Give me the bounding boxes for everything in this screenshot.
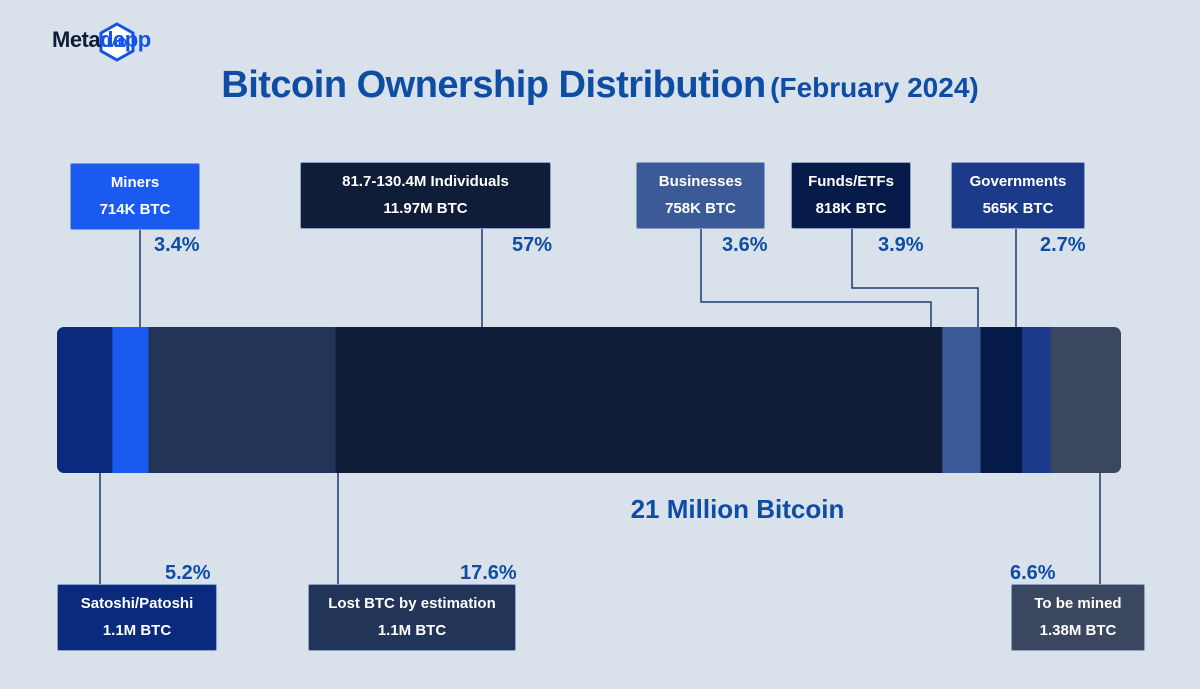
label-amount-funds: 818K BTC bbox=[815, 199, 887, 217]
label-amount-miners: 714K BTC bbox=[99, 200, 171, 218]
label-name-individuals: 81.7-130.4M Individuals bbox=[342, 173, 509, 190]
label-amount-tobemined: 1.38M BTC bbox=[1039, 621, 1117, 639]
brand-name-part2: dapp bbox=[100, 27, 151, 52]
bar-segment-individuals bbox=[335, 327, 943, 473]
label-amount-governments: 565K BTC bbox=[982, 199, 1054, 217]
percent-label-miners: 3.4% bbox=[154, 234, 200, 256]
percent-label-individuals: 57% bbox=[512, 234, 553, 256]
bar-segment-satoshi bbox=[57, 327, 113, 473]
label-box-satoshi: Satoshi/Patoshi 1.1M BTC bbox=[57, 584, 217, 651]
label-amount-satoshi: 1.1M BTC bbox=[102, 621, 172, 639]
label-box-miners: Miners 714K BTC bbox=[70, 163, 200, 230]
percent-label-satoshi: 5.2% bbox=[165, 562, 211, 584]
logo-mark-text: MD bbox=[107, 35, 127, 50]
percent-label-lost: 17.6% bbox=[460, 562, 517, 584]
bar-segment-funds bbox=[980, 327, 1023, 473]
label-name-miners: Miners bbox=[110, 174, 160, 191]
label-name-tobemined: To be mined bbox=[1034, 595, 1122, 612]
label-box-funds: Funds/ETFs 818K BTC bbox=[791, 162, 911, 229]
label-box-tobemined: To be mined 1.38M BTC bbox=[1011, 584, 1145, 651]
label-box-governments: Governments 565K BTC bbox=[951, 162, 1085, 229]
label-name-lost: Lost BTC by estimation bbox=[328, 595, 496, 612]
brand-name: Metadapp bbox=[52, 27, 151, 53]
percent-label-governments: 2.7% bbox=[1040, 234, 1086, 256]
chart-title-sub: (February 2024) bbox=[770, 72, 979, 103]
label-box-businesses: Businesses 758K BTC bbox=[636, 162, 765, 229]
total-supply-label: 21 Million Bitcoin bbox=[630, 494, 845, 524]
label-amount-businesses: 758K BTC bbox=[665, 199, 736, 217]
metadapp-logo-icon: MD bbox=[99, 22, 135, 62]
bar-segment-businesses bbox=[942, 327, 982, 473]
bar-segment-tobemined bbox=[1050, 327, 1121, 473]
connector-businesses bbox=[700, 229, 932, 327]
chart-title: Bitcoin Ownership Distribution (February… bbox=[0, 64, 1200, 107]
bar-segment-lost bbox=[148, 327, 337, 473]
label-box-lost: Lost BTC by estimation 1.1M BTC bbox=[308, 584, 516, 651]
percent-label-businesses: 3.6% bbox=[722, 234, 768, 256]
bar-segment-miners bbox=[112, 327, 150, 473]
brand-name-part1: Meta bbox=[52, 27, 101, 52]
chart-title-main: Bitcoin Ownership Distribution bbox=[221, 64, 766, 106]
percent-label-tobemined: 6.6% bbox=[1010, 562, 1056, 584]
connector-funds bbox=[851, 229, 979, 327]
label-name-businesses: Businesses bbox=[658, 173, 743, 190]
label-name-governments: Governments bbox=[969, 173, 1067, 190]
bar-segments bbox=[57, 327, 1121, 473]
label-box-individuals: 81.7-130.4M Individuals 11.97M BTC bbox=[300, 162, 551, 229]
label-name-funds: Funds/ETFs bbox=[808, 173, 894, 190]
label-name-satoshi: Satoshi/Patoshi bbox=[80, 595, 194, 612]
label-amount-individuals: 11.97M BTC bbox=[383, 199, 468, 217]
bar-segment-governments bbox=[1022, 327, 1052, 473]
label-amount-lost: 1.1M BTC bbox=[377, 621, 447, 639]
percent-label-funds: 3.9% bbox=[878, 234, 924, 256]
